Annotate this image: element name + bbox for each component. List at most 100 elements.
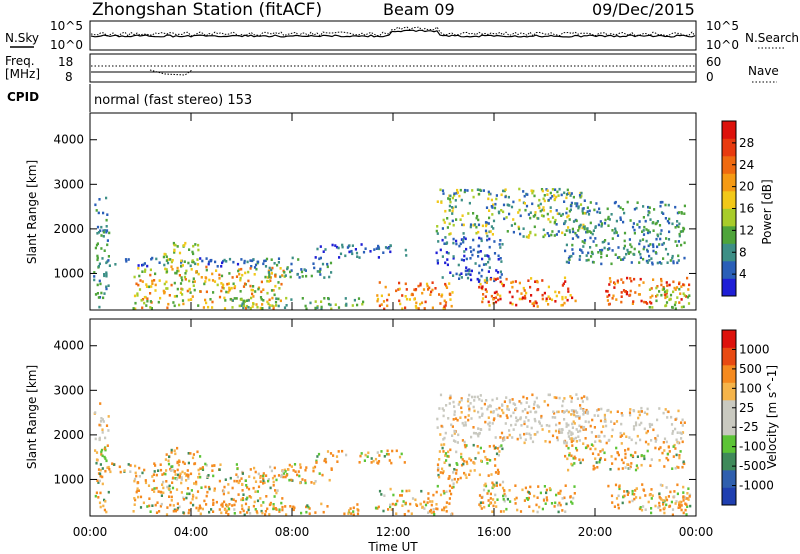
echo-cell [551, 195, 554, 198]
echo-cell [436, 259, 439, 262]
echo-cell [592, 467, 595, 471]
echo-cell [141, 306, 144, 310]
echo-cell [503, 217, 506, 221]
echo-cell [370, 457, 373, 460]
echo-cell [177, 463, 180, 467]
echo-cell [617, 453, 620, 457]
echo-cell [146, 297, 149, 300]
echo-cell [285, 474, 288, 477]
echo-cell [360, 243, 363, 246]
echo-cell [568, 429, 571, 433]
echo-cell [681, 229, 685, 233]
echo-cell [598, 458, 602, 462]
echo-cell [273, 474, 276, 478]
echo-cell [275, 491, 278, 495]
echo-cell [681, 465, 684, 469]
echo-cell [468, 201, 471, 205]
echo-cell [254, 508, 257, 511]
echo-cell [96, 258, 99, 262]
echo-cell [191, 456, 195, 460]
x-tick-label: 12:00 [376, 525, 411, 539]
echo-cell [377, 256, 380, 259]
echo-cell [678, 232, 681, 236]
echo-cell [554, 218, 557, 222]
echo-cell [535, 410, 538, 414]
echo-cell [550, 298, 554, 302]
echo-cell [324, 460, 328, 464]
echo-cell [633, 277, 636, 281]
echo-cell [557, 410, 560, 414]
echo-cell [581, 226, 584, 230]
echo-cell [662, 499, 665, 502]
echo-cell [582, 409, 585, 412]
echo-cell [460, 452, 463, 456]
echo-cell [672, 280, 675, 284]
echo-cell [286, 267, 289, 271]
echo-cell [224, 299, 227, 302]
echo-cell [146, 505, 149, 508]
echo-cell [505, 414, 508, 417]
echo-cell [328, 275, 331, 279]
echo-cell [464, 269, 467, 273]
echo-cell [640, 463, 643, 467]
echo-cell [102, 235, 105, 238]
echo-cell [388, 459, 391, 462]
echo-cell [158, 279, 161, 282]
echo-cell [562, 282, 565, 286]
echo-cell [339, 252, 343, 256]
echo-cell [455, 272, 458, 276]
echo-cell [471, 189, 474, 192]
echo-cell [159, 296, 162, 300]
echo-cell [103, 508, 106, 512]
echo-cell [542, 206, 545, 209]
echo-cell [327, 297, 330, 300]
echo-cell [106, 466, 109, 469]
echo-cell [488, 266, 491, 269]
echo-cell [660, 498, 663, 501]
echo-cell [452, 400, 455, 404]
echo-cell [574, 231, 577, 235]
echo-cell [384, 285, 387, 289]
echo-cell [529, 216, 532, 220]
echo-cell [374, 457, 378, 461]
echo-cell [482, 488, 486, 492]
echo-cell [597, 408, 600, 411]
echo-cell [452, 482, 455, 485]
echo-cell [145, 285, 149, 288]
echo-cell [585, 254, 588, 257]
echo-cell [335, 455, 339, 458]
echo-cell [455, 462, 458, 465]
echo-cell [266, 291, 269, 295]
echo-cell [561, 212, 564, 216]
echo-cell [104, 469, 107, 473]
echo-cell [470, 250, 473, 253]
echo-cell [565, 196, 568, 200]
echo-cell [480, 274, 483, 278]
echo-cell [100, 453, 103, 456]
echo-cell [617, 246, 620, 249]
echo-cell [581, 251, 584, 254]
echo-cell [488, 230, 491, 234]
echo-cell [687, 302, 691, 305]
echo-cell [271, 266, 274, 270]
echo-cell [99, 491, 102, 495]
echo-cell [446, 263, 449, 267]
echo-cell [213, 489, 216, 492]
echo-cell [138, 288, 142, 291]
echo-cell [642, 489, 646, 492]
echo-cell [165, 259, 168, 262]
echo-cell [530, 294, 533, 297]
echo-cell [628, 436, 631, 439]
echo-cell [527, 236, 530, 239]
colorbar-swatch [722, 400, 736, 418]
echo-cell [492, 297, 495, 301]
echo-cell [249, 306, 252, 310]
echo-cell [242, 498, 245, 502]
echo-cell [600, 225, 603, 228]
echo-cell [666, 416, 669, 419]
echo-cell [182, 511, 185, 514]
echo-cell [539, 202, 542, 206]
echo-cell [484, 420, 487, 424]
echo-cell [223, 500, 226, 504]
echo-cell [415, 306, 418, 310]
